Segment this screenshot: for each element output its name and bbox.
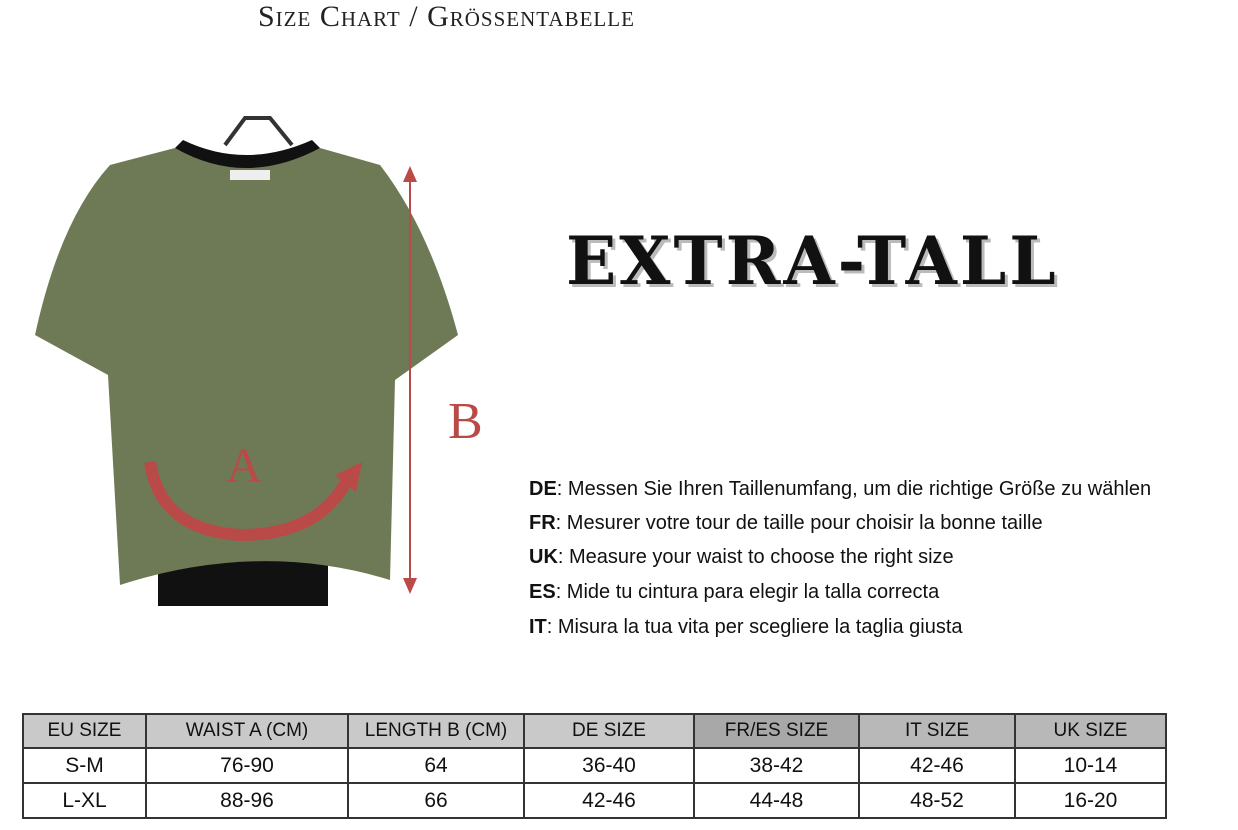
instruction-it: IT: Misura la tua vita per scegliere la … — [529, 616, 963, 638]
label-b: B — [448, 393, 483, 450]
instruction-es: ES: Mide tu cintura para elegir la talla… — [529, 581, 940, 603]
shirt-diagram: A B — [35, 116, 483, 606]
header-cell: DE SIZE — [523, 713, 695, 749]
table-cell: L-XL — [22, 782, 147, 819]
instruction-uk: UK: Measure your waist to choose the rig… — [529, 546, 954, 568]
header-cell: IT SIZE — [858, 713, 1016, 749]
header-cell: FR/ES SIZE — [693, 713, 860, 749]
arrow-head-bottom — [403, 578, 417, 594]
table-cell: S-M — [22, 747, 147, 784]
table-row: L-XL 88-96 66 42-46 44-48 48-52 16-20 — [22, 782, 1167, 819]
header-cell: UK SIZE — [1014, 713, 1167, 749]
waist-arrow — [144, 460, 354, 542]
table-cell: 48-52 — [858, 782, 1016, 819]
table-cell: 88-96 — [145, 782, 349, 819]
table-cell: 64 — [347, 747, 525, 784]
label-a: A — [226, 437, 262, 493]
header-cell: EU SIZE — [22, 713, 147, 749]
header-cell: LENGTH B (CM) — [347, 713, 525, 749]
shirt-tag — [230, 170, 270, 180]
size-table: EU SIZE WAIST A (CM) LENGTH B (CM) DE SI… — [22, 713, 1167, 819]
header-cell: WAIST A (CM) — [145, 713, 349, 749]
shirt-collar — [175, 140, 320, 168]
table-header-row: EU SIZE WAIST A (CM) LENGTH B (CM) DE SI… — [22, 713, 1167, 749]
waist-arrow-head — [335, 462, 362, 492]
arrow-head-top — [403, 166, 417, 182]
page-title: Size Chart / Grössentabelle — [258, 0, 635, 33]
table-cell: 10-14 — [1014, 747, 1167, 784]
shirt-body — [35, 148, 458, 585]
instruction-fr: FR: Mesurer votre tour de taille pour ch… — [529, 512, 1043, 534]
hanger-icon — [223, 116, 294, 147]
table-cell: 42-46 — [523, 782, 695, 819]
table-cell: 38-42 — [693, 747, 860, 784]
instruction-de: DE: Messen Sie Ihren Taillenumfang, um d… — [529, 478, 1152, 500]
table-cell: 44-48 — [693, 782, 860, 819]
table-cell: 36-40 — [523, 747, 695, 784]
table-row: S-M 76-90 64 36-40 38-42 42-46 10-14 — [22, 747, 1167, 784]
brand-logo: EXTRA-TALL — [566, 222, 1059, 300]
table-cell: 76-90 — [145, 747, 349, 784]
table-cell: 42-46 — [858, 747, 1016, 784]
table-cell: 16-20 — [1014, 782, 1167, 819]
table-cell: 66 — [347, 782, 525, 819]
